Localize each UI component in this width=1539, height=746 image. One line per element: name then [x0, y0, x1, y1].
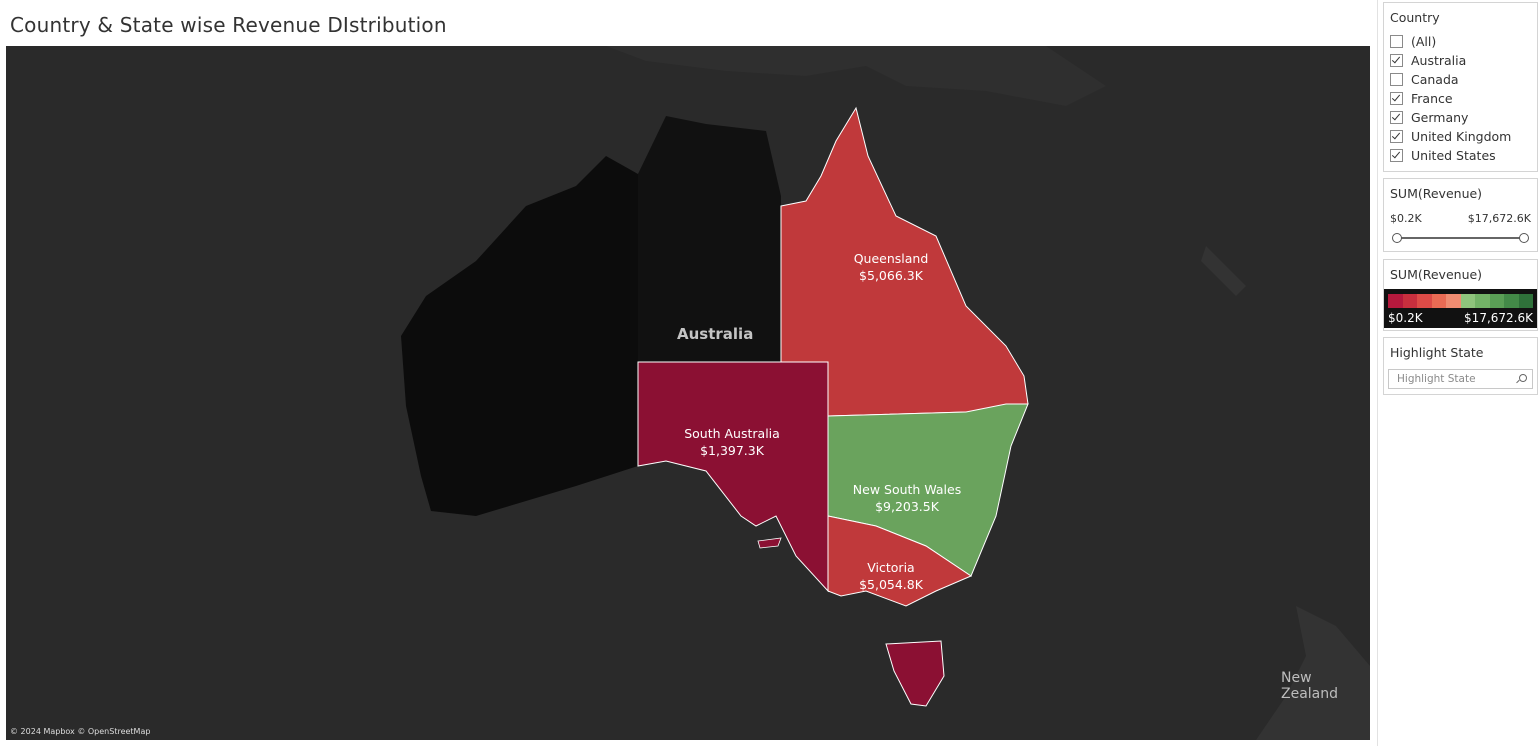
revenue-slider[interactable]	[1392, 231, 1529, 245]
state-value: $5,066.3K	[859, 268, 923, 283]
checkbox[interactable]	[1390, 73, 1403, 86]
state-shape-victoria	[827, 515, 973, 607]
legend-swatch	[1518, 294, 1533, 308]
option-label: United States	[1411, 148, 1496, 163]
checkbox[interactable]	[1390, 149, 1403, 162]
state-name: South Australia	[684, 426, 780, 441]
country-option-france[interactable]: France	[1384, 89, 1537, 108]
legend-swatch	[1489, 294, 1504, 308]
checkbox[interactable]	[1390, 35, 1403, 48]
revenue-range-title: SUM(Revenue)	[1390, 186, 1483, 201]
legend-swatch	[1388, 294, 1403, 308]
highlight-state-input[interactable]: Highlight State	[1388, 369, 1533, 389]
papua-landmass	[606, 46, 1106, 106]
slider-track	[1396, 237, 1525, 239]
range-min: $0.2K	[1390, 212, 1422, 225]
state-value: $9,203.5K	[875, 499, 939, 514]
island-right	[1201, 246, 1246, 296]
state-label-queensland[interactable]: Queensland $5,066.3K	[854, 250, 929, 284]
country-label-australia: Australia	[677, 325, 754, 343]
option-label: France	[1411, 91, 1453, 106]
country-option-all[interactable]: (All)	[1384, 32, 1537, 51]
legend-swatch	[1402, 294, 1417, 308]
state-value: $5,054.8K	[859, 577, 923, 592]
legend-swatch	[1460, 294, 1475, 308]
country-option-germany[interactable]: Germany	[1384, 108, 1537, 127]
state-shape-south-australia	[637, 361, 829, 593]
state-label-new-south-wales[interactable]: New South Wales $9,203.5K	[853, 481, 961, 515]
state-name: Victoria	[867, 560, 915, 575]
island-kangaroo	[757, 537, 782, 549]
checkbox[interactable]	[1390, 92, 1403, 105]
option-label: (All)	[1411, 34, 1437, 49]
legend-swatch	[1446, 294, 1461, 308]
color-legend: SUM(Revenue) $0.2K $17,672.6K	[1383, 259, 1538, 331]
map-attribution[interactable]: © 2024 Mapbox © OpenStreetMap	[10, 727, 151, 736]
country-option-canada[interactable]: Canada	[1384, 70, 1537, 89]
legend-box: $0.2K $17,672.6K	[1384, 289, 1537, 328]
country-label-new-zealand: New Zealand	[1281, 670, 1339, 702]
country-filter: Country (All) Australia Canada France Ge…	[1383, 2, 1538, 172]
legend-max: $17,672.6K	[1464, 311, 1533, 325]
option-label: United Kingdom	[1411, 129, 1512, 144]
map-view[interactable]: Australia New Zealand Queensland $5,066.…	[6, 46, 1370, 740]
country-option-united-kingdom[interactable]: United Kingdom	[1384, 127, 1537, 146]
country-list: (All) Australia Canada France Germany Un…	[1384, 32, 1537, 165]
color-legend-title: SUM(Revenue)	[1390, 267, 1483, 282]
state-name: Queensland	[853, 251, 929, 266]
slider-min-handle[interactable]	[1392, 233, 1402, 243]
highlight-state-panel: Highlight State Highlight State	[1383, 337, 1538, 395]
search-icon[interactable]	[1519, 374, 1527, 382]
country-option-united-states[interactable]: United States	[1384, 146, 1537, 165]
country-option-australia[interactable]: Australia	[1384, 51, 1537, 70]
state-shape-tasmania	[885, 640, 945, 707]
highlight-state-title: Highlight State	[1390, 345, 1484, 360]
slider-max-handle[interactable]	[1519, 233, 1529, 243]
legend-swatch	[1417, 294, 1432, 308]
range-max: $17,672.6K	[1467, 212, 1531, 225]
option-label: Germany	[1411, 110, 1469, 125]
country-filter-title: Country	[1390, 10, 1440, 25]
panel-divider	[1377, 0, 1378, 746]
legend-gradient	[1388, 294, 1533, 308]
option-label: Australia	[1411, 53, 1467, 68]
nz-landmass	[1256, 606, 1370, 740]
state-value: $1,397.3K	[700, 443, 764, 458]
northern-territory-region	[638, 116, 781, 362]
checkbox[interactable]	[1390, 54, 1403, 67]
revenue-range-filter: SUM(Revenue) $0.2K $17,672.6K	[1383, 178, 1538, 252]
state-label-south-australia[interactable]: South Australia $1,397.3K	[684, 425, 780, 459]
state-name: New South Wales	[852, 482, 962, 497]
search-placeholder: Highlight State	[1397, 373, 1476, 385]
state-label-victoria[interactable]: Victoria $5,054.8K	[859, 559, 923, 593]
western-australia-region	[401, 156, 638, 516]
checkbox[interactable]	[1390, 130, 1403, 143]
page-title: Country & State wise Revenue DIstributio…	[10, 13, 447, 37]
checkbox[interactable]	[1390, 111, 1403, 124]
option-label: Canada	[1411, 72, 1459, 87]
legend-min: $0.2K	[1388, 311, 1423, 325]
legend-swatch	[1431, 294, 1446, 308]
legend-swatch	[1504, 294, 1519, 308]
map-canvas	[401, 46, 1370, 740]
legend-swatch	[1475, 294, 1490, 308]
